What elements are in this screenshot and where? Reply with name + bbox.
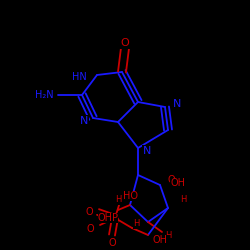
Text: OH: OH	[98, 213, 113, 223]
Text: O: O	[108, 238, 116, 248]
Text: O: O	[168, 175, 175, 185]
Text: N: N	[143, 146, 152, 156]
Text: O: O	[86, 224, 94, 234]
Text: P: P	[112, 213, 118, 223]
Text: H: H	[116, 196, 122, 204]
Text: N: N	[173, 99, 182, 109]
Text: O: O	[86, 207, 93, 217]
Text: HO: HO	[123, 191, 138, 201]
Text: N: N	[80, 116, 88, 126]
Text: H: H	[180, 196, 186, 204]
Text: H₂N: H₂N	[36, 90, 54, 100]
Text: O: O	[120, 38, 130, 48]
Text: H: H	[165, 232, 171, 240]
Text: HN: HN	[72, 72, 87, 82]
Text: OH: OH	[152, 235, 168, 245]
Text: H: H	[134, 220, 140, 228]
Text: OH: OH	[170, 178, 186, 188]
